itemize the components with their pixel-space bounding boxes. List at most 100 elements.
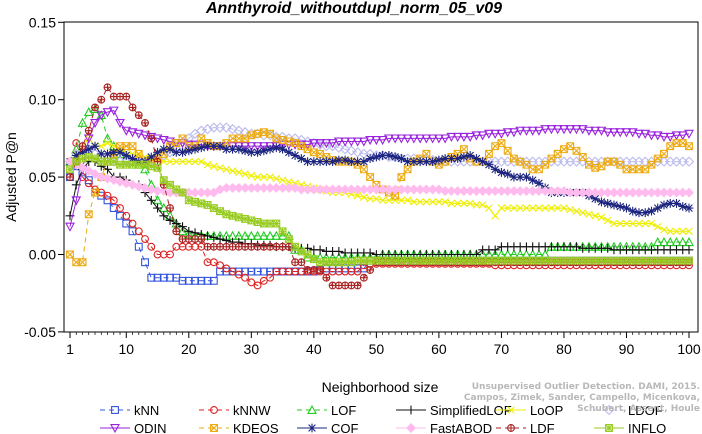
data-point-odin: [321, 139, 332, 149]
data-point-odin: [458, 132, 469, 143]
data-point-loop: [485, 204, 493, 212]
data-point-ldf: [128, 103, 137, 112]
x-tick-label: 20: [181, 341, 197, 357]
data-point-loop: [597, 213, 606, 222]
data-point-cof: [390, 152, 400, 162]
data-point-cof: [534, 178, 544, 188]
data-point-inflo: [685, 256, 693, 265]
data-point-odin: [665, 132, 676, 143]
data-point-kdeos: [553, 149, 562, 158]
data-point-cof: [365, 154, 375, 163]
data-point-ldf: [141, 119, 149, 127]
data-point-odin: [196, 140, 207, 150]
data-point-fastabod: [96, 172, 107, 183]
data-point-odin: [265, 142, 276, 152]
data-point-cof: [284, 147, 294, 157]
y-tick-label: -0.05: [24, 324, 56, 340]
data-point-odin: [165, 137, 175, 147]
data-point-odin: [552, 125, 563, 135]
data-point-loop: [260, 173, 268, 181]
data-point-odin: [133, 129, 144, 139]
data-point-loop: [166, 157, 174, 166]
data-point-ldof: [227, 123, 238, 135]
data-point-cof: [465, 151, 475, 160]
data-point-odin: [584, 126, 594, 136]
data-point-loop: [447, 199, 456, 208]
data-point-cof: [171, 147, 181, 157]
data-point-cof: [447, 154, 456, 163]
data-point-cof: [315, 157, 325, 167]
data-point-cof: [590, 194, 600, 204]
watermark-line-2: Campos, Zimek, Sander, Campello, Micenko…: [463, 393, 700, 414]
data-point-odin: [490, 129, 501, 139]
data-point-loop: [278, 176, 287, 184]
data-point-cof: [659, 200, 669, 210]
data-point-kdeos: [647, 160, 656, 169]
legend-marker-kdeos: [210, 424, 218, 432]
data-point-cof: [203, 141, 212, 151]
x-tick-label: 10: [118, 341, 134, 357]
data-point-loop: [466, 199, 474, 208]
data-point-cof: [215, 141, 225, 151]
data-point-cof: [153, 147, 162, 157]
data-point-knnw: [109, 196, 118, 205]
data-point-knnw: [228, 267, 237, 276]
data-point-kdeos: [253, 129, 262, 138]
data-point-cof: [403, 157, 413, 167]
data-point-cof: [259, 146, 269, 156]
data-point-cof: [440, 154, 450, 163]
data-point-cof: [209, 141, 219, 151]
legend-label-kdeos: KDEOS: [233, 421, 279, 434]
data-point-ldf: [297, 258, 306, 267]
data-point-loop: [491, 212, 499, 220]
data-point-cof: [415, 157, 425, 167]
data-point-cof: [678, 202, 688, 211]
data-point-cof: [684, 203, 694, 213]
data-point-ldof: [683, 156, 695, 167]
data-point-cof: [478, 157, 488, 167]
data-point-fastabod: [77, 162, 88, 173]
data-point-knnw: [128, 219, 137, 228]
data-point-lof: [90, 103, 100, 113]
data-point-knnw: [147, 242, 156, 251]
data-point-ldof: [346, 145, 357, 156]
series-line-inflo: [69, 156, 689, 263]
data-point-odin: [634, 129, 644, 139]
data-point-odin: [527, 126, 538, 136]
data-point-ldf: [134, 111, 143, 120]
data-point-cof: [628, 206, 638, 216]
data-point-cof: [184, 146, 194, 156]
data-point-loop: [516, 204, 524, 212]
series-inflo: [66, 153, 693, 267]
data-point-cof: [672, 199, 681, 208]
data-point-loop: [241, 170, 249, 178]
data-point-cof: [90, 141, 100, 151]
data-point-odin: [671, 131, 682, 141]
data-point-loop: [103, 139, 112, 147]
data-point-loop: [560, 204, 568, 212]
data-point-loop: [622, 219, 631, 228]
data-point-odin: [452, 132, 463, 143]
data-point-loop: [397, 196, 406, 205]
data-point-kdeos: [641, 165, 650, 174]
data-point-kdeos: [84, 210, 93, 219]
data-point-cof: [371, 152, 381, 162]
data-point-kdeos: [66, 250, 74, 259]
data-point-loop: [522, 204, 531, 212]
data-point-kdeos: [653, 154, 662, 163]
data-point-lof: [252, 230, 263, 240]
data-point-loop: [478, 201, 487, 209]
legend-label-inflo: INFLO: [628, 421, 666, 434]
data-point-odin: [408, 134, 419, 144]
legend-item-lof: LOF: [297, 403, 356, 418]
legend-label-loop: LoOP: [530, 403, 563, 418]
data-point-cof: [78, 147, 87, 157]
data-point-simplifiedlof: [215, 234, 225, 244]
data-point-cof: [221, 144, 231, 154]
data-point-lof: [290, 244, 301, 254]
data-point-odin: [327, 139, 338, 149]
data-point-loop: [385, 196, 393, 205]
data-point-odin: [358, 137, 369, 147]
data-point-loop: [191, 157, 199, 166]
data-point-odin: [621, 128, 632, 138]
